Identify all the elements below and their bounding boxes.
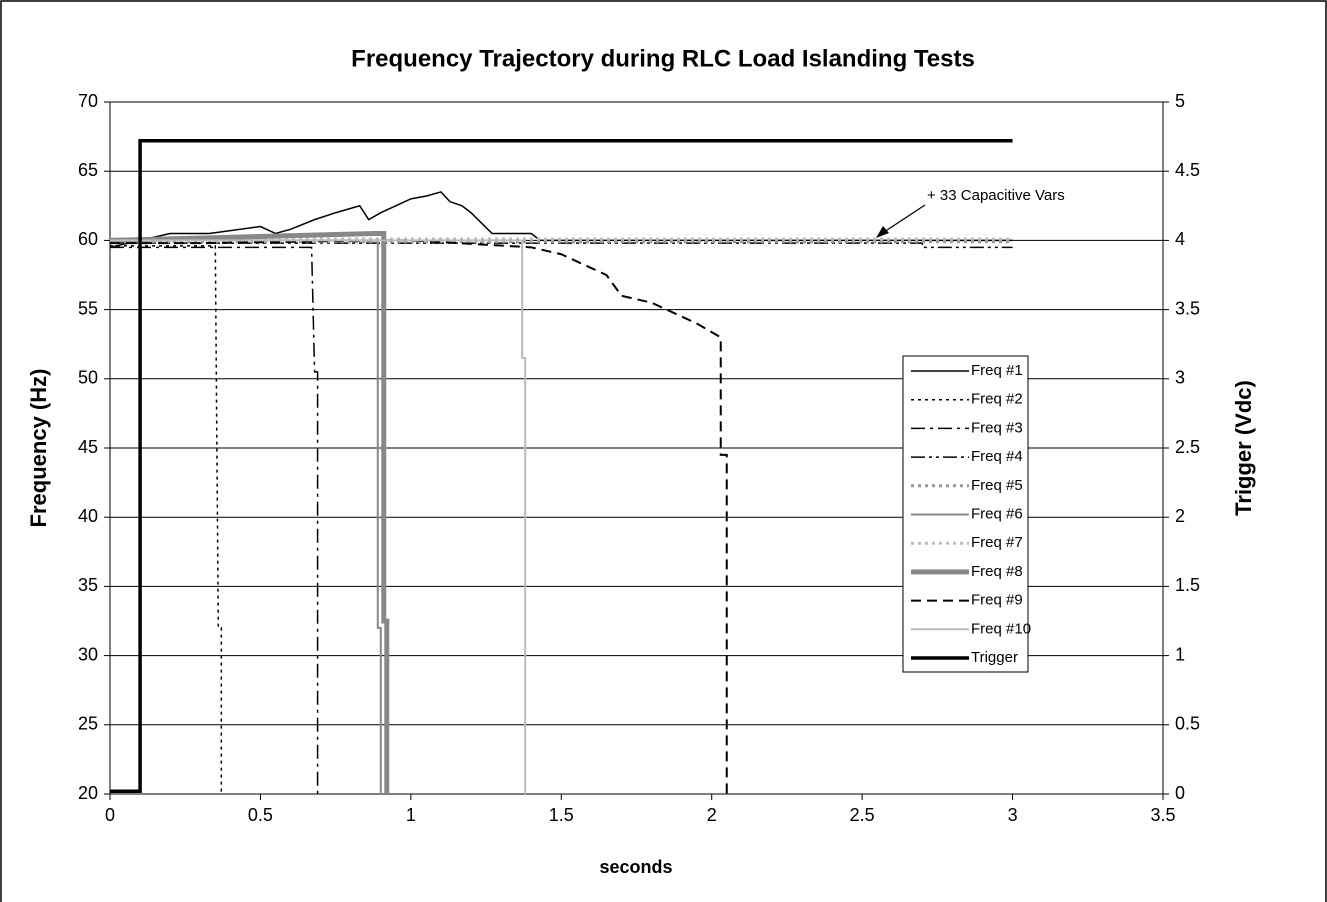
x-tick-label: 3 — [1008, 805, 1018, 825]
x-tick-label: 3.5 — [1150, 805, 1175, 825]
y-tick-label: 50 — [78, 368, 98, 388]
y-tick-label: 45 — [78, 437, 98, 457]
y2-tick-label: 2.5 — [1175, 437, 1200, 457]
legend-label: Freq #8 — [971, 563, 1023, 580]
x-tick-label: 1.5 — [549, 805, 574, 825]
y-tick-label: 40 — [78, 506, 98, 526]
y-tick-label: 55 — [78, 298, 98, 318]
x-tick-label: 1 — [406, 805, 416, 825]
y2-tick-label: 5 — [1175, 91, 1185, 111]
legend-label: Freq #9 — [971, 592, 1023, 609]
x-axis-label: seconds — [599, 857, 672, 877]
x-tick-label: 2.5 — [850, 805, 875, 825]
y2-tick-label: 3.5 — [1175, 298, 1200, 318]
legend-label: Freq #7 — [971, 534, 1023, 551]
annotation-arrowhead — [876, 226, 889, 238]
y-tick-label: 30 — [78, 644, 98, 664]
chart-title: Frequency Trajectory during RLC Load Isl… — [351, 45, 975, 72]
series-line — [110, 239, 527, 794]
legend-label: Freq #5 — [971, 477, 1023, 494]
y-tick-label: 20 — [78, 783, 98, 803]
y-axis-label: Frequency (Hz) — [26, 369, 51, 528]
y2-tick-label: 3 — [1175, 368, 1185, 388]
series-line — [109, 191, 1013, 249]
series-line — [110, 139, 1013, 793]
legend-label: Freq #1 — [971, 362, 1023, 379]
y-tick-label: 70 — [78, 91, 98, 111]
series-line — [110, 239, 728, 794]
y-tick-label: 25 — [78, 714, 98, 734]
y2-tick-label: 4 — [1175, 229, 1185, 249]
series-line — [110, 245, 223, 794]
legend-label: Freq #3 — [971, 419, 1023, 436]
y2-tick-label: 1.5 — [1175, 575, 1200, 595]
y2-tick-label: 0.5 — [1175, 714, 1200, 734]
x-tick-label: 0 — [105, 805, 115, 825]
y2-tick-label: 0 — [1175, 783, 1185, 803]
y2-axis-label: Trigger (Vdc) — [1231, 380, 1256, 516]
series-line — [109, 230, 390, 794]
series-line — [110, 246, 319, 794]
plot-border — [109, 101, 1164, 795]
y-tick-label: 35 — [78, 575, 98, 595]
x-tick-label: 2 — [707, 805, 717, 825]
x-tick-label: 0.5 — [248, 805, 273, 825]
legend-label: Freq #6 — [971, 505, 1023, 522]
y-tick-label: 65 — [78, 160, 98, 180]
y2-tick-label: 1 — [1175, 644, 1185, 664]
legend-label: Trigger — [971, 649, 1018, 666]
y2-tick-label: 4.5 — [1175, 160, 1200, 180]
y2-tick-label: 2 — [1175, 506, 1185, 526]
legend-label: Freq #4 — [971, 448, 1023, 465]
y-tick-label: 60 — [78, 229, 98, 249]
legend-label: Freq #10 — [971, 620, 1031, 637]
legend-label: Freq #2 — [971, 391, 1023, 408]
annotation: + 33 Capacitive Vars — [927, 187, 1065, 204]
